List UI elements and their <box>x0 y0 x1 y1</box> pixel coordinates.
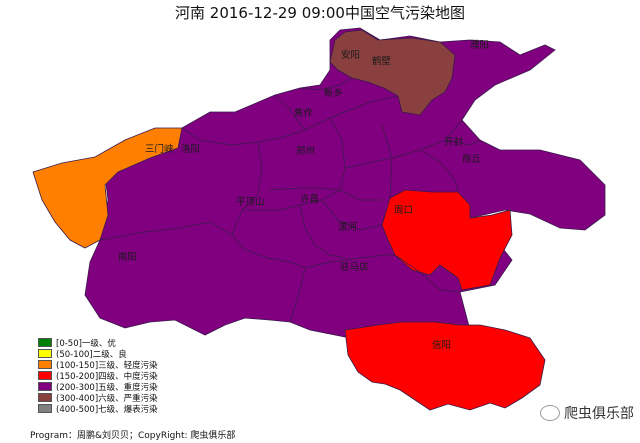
page-title: 河南 2016-12-29 09:00中国空气污染地图 <box>175 4 465 22</box>
legend-label: (50-100]二级、良 <box>56 349 127 360</box>
region-sanmenxia <box>32 127 183 249</box>
legend-label: (400-500]七级、爆表污染 <box>56 404 158 415</box>
wechat-icon <box>540 405 560 421</box>
legend-label: [0-50]一级、优 <box>56 338 116 349</box>
legend-label: (100-150]三级、轻度污染 <box>56 360 158 371</box>
city-boundaries <box>99 77 481 323</box>
legend-item: [0-50]一级、优 <box>38 337 158 349</box>
legend-swatch <box>38 382 52 391</box>
region-xinyang <box>344 321 546 411</box>
city-label-zhengzhou: 郑州 <box>296 145 315 157</box>
legend-swatch <box>38 360 52 369</box>
city-labels: 安阳 鹤壁 濮阳 新乡 焦作 三门峡 洛阳 郑州 开封 商丘 平顶山 许昌 周口… <box>118 39 489 351</box>
city-label-sanmenxia: 三门峡 <box>145 143 174 155</box>
watermark: 爬虫俱乐部 <box>540 403 634 423</box>
legend-item: (150-200]四级、中度污染 <box>38 370 158 382</box>
city-label-luoyang: 洛阳 <box>181 143 200 155</box>
city-label-kaifeng: 开封 <box>444 136 464 148</box>
city-label-nanyang: 南阳 <box>118 251 137 263</box>
city-label-luohe: 漯河 <box>338 221 358 233</box>
legend-item: (50-100]二级、良 <box>38 348 158 360</box>
legend-swatch <box>38 393 52 402</box>
legend-swatch <box>38 404 52 413</box>
credits-footer: Program：周鹏&刘贝贝；CopyRight: 爬虫俱乐部 <box>30 431 236 441</box>
city-label-pingdingshan: 平顶山 <box>236 197 265 208</box>
legend: [0-50]一级、优 (50-100]二级、良 (100-150]三级、轻度污染 (1… <box>38 337 158 415</box>
city-label-puyang: 濮阳 <box>470 39 489 51</box>
region-zhoukou <box>381 189 513 291</box>
city-label-anyang: 安阳 <box>341 49 360 61</box>
legend-label: (200-300]五级、重度污染 <box>56 382 158 393</box>
legend-swatch <box>38 338 52 347</box>
watermark-text: 爬虫俱乐部 <box>564 406 634 422</box>
legend-swatch <box>38 349 52 358</box>
city-label-shangqiu: 商丘 <box>462 153 482 165</box>
city-label-xinyang: 信阳 <box>432 339 451 351</box>
city-label-hebi: 鹤壁 <box>372 55 392 67</box>
region-henan-heavy <box>84 27 606 349</box>
city-label-zhumadian: 驻马店 <box>340 261 369 273</box>
city-label-jiaozuo: 焦作 <box>294 107 314 119</box>
legend-swatch <box>38 371 52 380</box>
legend-label: (300-400]六级、严重污染 <box>56 393 158 404</box>
legend-item: (400-500]七级、爆表污染 <box>38 403 158 415</box>
legend-item: (100-150]三级、轻度污染 <box>38 359 158 371</box>
city-label-xuchang: 许昌 <box>300 193 319 205</box>
legend-item: (300-400]六级、严重污染 <box>38 392 158 404</box>
legend-item: (200-300]五级、重度污染 <box>38 381 158 393</box>
city-label-zhoukou: 周口 <box>394 205 413 216</box>
legend-label: (150-200]四级、中度污染 <box>56 371 158 382</box>
city-label-xinxiang: 新乡 <box>324 87 343 99</box>
